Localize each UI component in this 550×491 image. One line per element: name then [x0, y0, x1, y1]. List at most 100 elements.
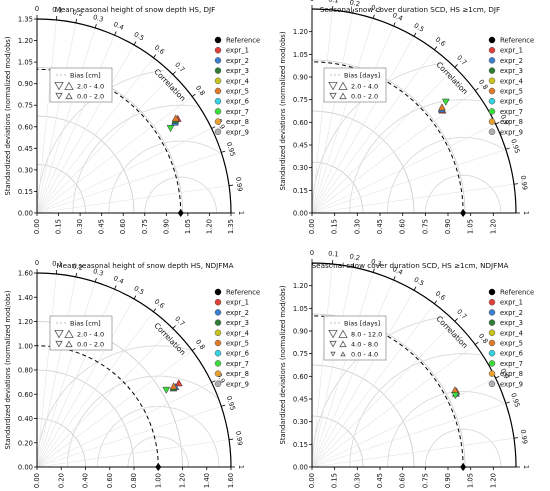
- corr-tick-label: 0.6: [434, 35, 447, 48]
- x-tick-label: 0.60: [106, 473, 114, 488]
- corr-tick-label: 0: [310, 249, 314, 257]
- x-tick-label: 1.20: [489, 473, 497, 488]
- legend-marker-reference: [214, 288, 222, 296]
- panel-title: Seasonal snow cover duration SCD, HS ≥1c…: [320, 5, 500, 14]
- legend-label-expr_2: expr_2: [226, 309, 249, 317]
- bias-down-triangle: [330, 351, 336, 357]
- outer-arc: [311, 8, 517, 214]
- corr-spoke: [311, 25, 394, 214]
- corr-spoke: [36, 281, 96, 468]
- y-tick-label: 1.20: [293, 282, 308, 290]
- panel-title: Mean seasonal height of snow depth HS, N…: [56, 261, 233, 270]
- legend-marker-expr_3: [488, 319, 496, 326]
- corr-tick-label: 1: [522, 211, 530, 215]
- bias-class-label: 4.0 - 8.0: [351, 341, 378, 349]
- y-tick-label: 1.05: [293, 305, 308, 313]
- panel-title: Seasonal snow cover duration SCD, HS ≥1c…: [312, 261, 509, 270]
- corr-spoke: [36, 35, 115, 214]
- x-tick-label: 0.00: [308, 473, 316, 488]
- corr-tick: [513, 437, 518, 439]
- legend-label-expr_4: expr_4: [500, 329, 523, 337]
- legend-label-expr_6: expr_6: [226, 350, 249, 358]
- corr-spoke: [36, 298, 135, 468]
- x-tick-label: 1.20: [489, 219, 497, 234]
- legend-marker-expr_7: [488, 108, 496, 115]
- corr-tick-label: 0.2: [349, 252, 361, 262]
- legend-label-reference: Reference: [500, 37, 534, 45]
- corr-spoke: [36, 328, 174, 468]
- legend-marker-expr_2: [214, 309, 222, 316]
- point-expr_7: [166, 125, 175, 133]
- y-tick-label: 0.60: [293, 119, 308, 127]
- legend-label-expr_3: expr_3: [500, 319, 523, 327]
- legend-marker-expr_9: [214, 128, 222, 136]
- legend-label-expr_1: expr_1: [500, 299, 523, 307]
- taylor-panel-2: Seasonal snow cover duration SCD, HS ≥1c…: [279, 0, 534, 234]
- reference-point: [155, 463, 162, 471]
- legend-marker-expr_2: [488, 57, 496, 64]
- y-tick-label: 0.00: [293, 464, 308, 472]
- x-tick-label: 0.45: [98, 219, 106, 234]
- rms-arc: [349, 353, 481, 468]
- y-axis-label: Standardized deviations (normalized mod/…: [4, 36, 12, 195]
- corr-tick: [133, 41, 137, 46]
- legend-marker-expr_6: [488, 349, 496, 357]
- corr-spoke: [36, 152, 222, 214]
- bias-down-triangle: [54, 329, 64, 339]
- legend-label-expr_4: expr_4: [500, 77, 523, 85]
- x-tick-label: 0.15: [331, 473, 339, 488]
- corr-tick-label: 0.3: [370, 257, 382, 268]
- std-grid-arc: [36, 418, 86, 468]
- x-tick-label: 0.75: [421, 219, 429, 234]
- corr-tick: [454, 64, 458, 68]
- corr-spoke: [311, 303, 435, 468]
- y-tick-label: 1.00: [18, 342, 33, 350]
- corr-tick-label: 0.6: [434, 289, 447, 302]
- corr-spoke: [36, 57, 154, 214]
- legend-label-expr_7: expr_7: [226, 108, 249, 116]
- corr-spoke: [311, 263, 333, 468]
- corr-tick: [372, 14, 375, 19]
- y-tick-label: 0.60: [18, 123, 33, 131]
- corr-spoke: [311, 267, 354, 468]
- y-tick-label: 0.60: [18, 391, 33, 399]
- legend-label-expr_6: expr_6: [500, 350, 523, 358]
- legend-marker-expr_3: [214, 67, 222, 74]
- legend-label-expr_3: expr_3: [226, 67, 249, 75]
- legend-marker-expr_8: [214, 370, 222, 377]
- corr-tick: [153, 308, 157, 313]
- bias-down-triangle: [55, 340, 63, 348]
- y-tick-label: 0.45: [18, 145, 33, 153]
- x-tick-label: 1.40: [203, 473, 211, 488]
- y-tick-label: 0.30: [293, 418, 308, 426]
- x-tick-label: 0.45: [376, 219, 384, 234]
- corr-tick: [221, 150, 226, 153]
- rms-arc: [127, 436, 189, 468]
- point-expr_5: [169, 382, 178, 390]
- outer-arc: [311, 262, 517, 468]
- corr-tick: [221, 404, 226, 407]
- corr-tick: [434, 46, 438, 51]
- y-tick-label: 0.15: [293, 187, 308, 195]
- corr-tick-label: 0.9: [499, 367, 511, 380]
- rms-arc: [144, 176, 218, 213]
- corr-spoke: [36, 276, 77, 468]
- reference-std-arc: [36, 68, 182, 214]
- legend-label-expr_2: expr_2: [226, 57, 249, 65]
- legend-label-expr_5: expr_5: [500, 340, 523, 348]
- y-axis-label: Standardized deviations (normalized mod/…: [4, 290, 12, 449]
- legend-label-expr_9: expr_9: [226, 380, 249, 388]
- bias-class-label: 0.0 - 4.0: [351, 351, 378, 359]
- legend-marker-reference: [488, 288, 496, 296]
- x-tick-label: 0.00: [308, 219, 316, 234]
- legend-marker-expr_4: [488, 77, 496, 85]
- x-tick-label: 0.30: [353, 473, 361, 488]
- taylor-panel-3: Mean seasonal height of snow depth HS, N…: [4, 259, 260, 488]
- corr-tick: [434, 300, 438, 305]
- corr-tick-label: 0.1: [328, 250, 339, 259]
- corr-tick-label: 0.99: [519, 175, 529, 191]
- rms-arc: [311, 62, 446, 214]
- bias-legend-title: Bias [days]: [344, 320, 380, 328]
- legend-marker-expr_4: [214, 77, 222, 85]
- corr-spoke: [311, 272, 374, 468]
